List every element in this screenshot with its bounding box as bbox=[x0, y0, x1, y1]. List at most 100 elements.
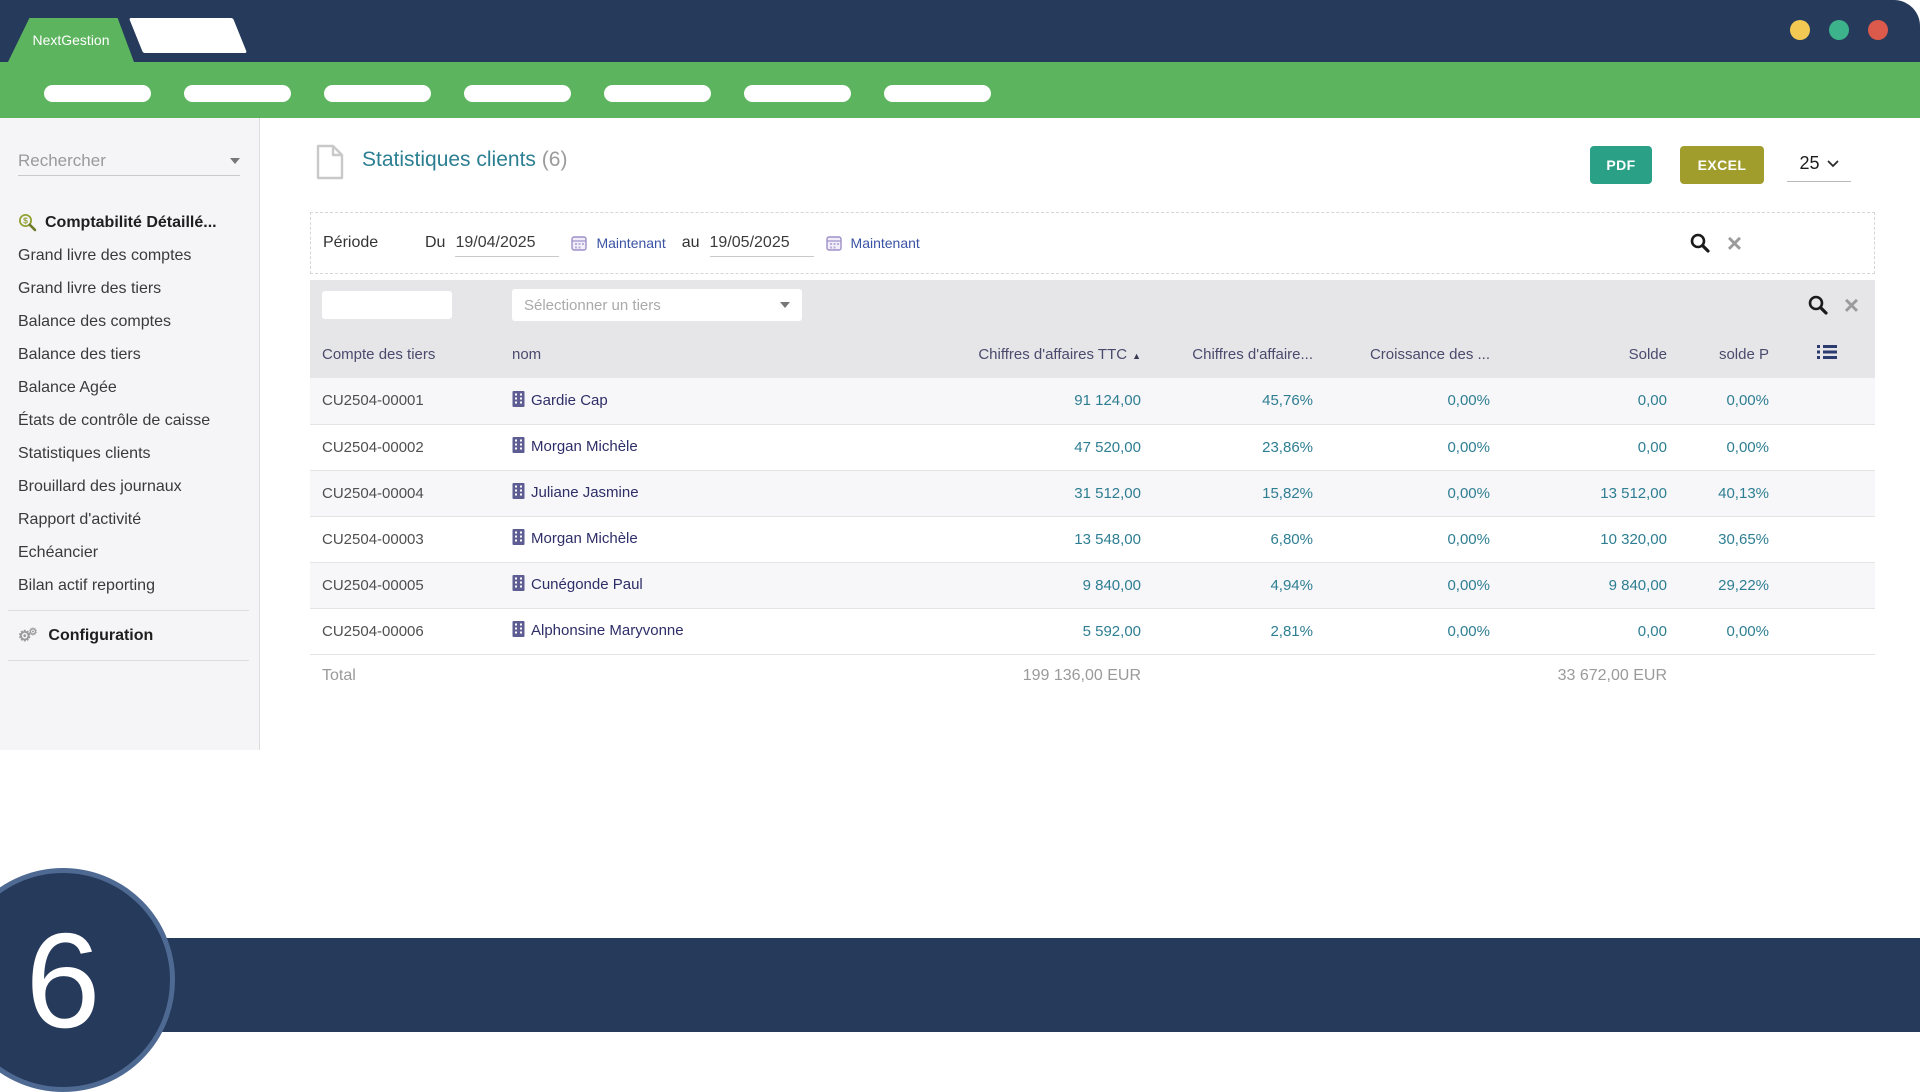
cell-nom[interactable]: Morgan Michèle bbox=[500, 424, 940, 471]
cell-actions bbox=[1778, 470, 1875, 517]
building-icon bbox=[512, 621, 525, 641]
sidebar-item-label: Echéancier bbox=[18, 543, 99, 561]
date-to-input[interactable] bbox=[709, 229, 814, 257]
sidebar-item-balance-des-comptes[interactable]: Balance des comptes bbox=[0, 305, 259, 338]
cell-solde-p: 40,13% bbox=[1676, 470, 1778, 517]
from-now-link[interactable]: Maintenant bbox=[596, 235, 666, 251]
total-ca-ttc: 199 136,00 EUR bbox=[1022, 667, 1141, 685]
cell-ca-pct: 6,80% bbox=[1150, 516, 1322, 563]
tiers-name-link[interactable]: Morgan Michèle bbox=[531, 438, 638, 455]
col-ca-pct[interactable]: Chiffres d'affaire... bbox=[1150, 330, 1322, 378]
cell-nom[interactable]: Alphonsine Maryvonne bbox=[500, 608, 940, 655]
date-from-input[interactable] bbox=[455, 229, 560, 257]
sidebar-search-select[interactable]: Rechercher bbox=[18, 146, 240, 176]
clear-filter-icon[interactable]: × bbox=[1843, 290, 1859, 320]
calendar-icon[interactable] bbox=[571, 235, 588, 251]
page-size-value: 25 bbox=[1799, 153, 1820, 173]
calendar-icon[interactable] bbox=[825, 235, 842, 251]
search-icon[interactable] bbox=[1807, 294, 1829, 316]
tiers-name-link[interactable]: Cunégonde Paul bbox=[531, 576, 643, 593]
cell-nom[interactable]: Morgan Michèle bbox=[500, 516, 940, 563]
sidebar-item-balance-des-tiers[interactable]: Balance des tiers bbox=[0, 338, 259, 371]
sidebar-item-grand-livre-des-tiers[interactable]: Grand livre des tiers bbox=[0, 272, 259, 305]
tiers-select-placeholder: Sélectionner un tiers bbox=[524, 296, 661, 314]
brand-label: NextGestion bbox=[32, 32, 110, 48]
sidebar-item-comptabilite-detaille[interactable]: $ Comptabilité Détaillé... bbox=[0, 206, 259, 239]
sidebar-item-echeancier[interactable]: Echéancier bbox=[0, 536, 259, 569]
building-icon bbox=[512, 483, 525, 503]
sidebar-divider bbox=[8, 660, 249, 661]
cell-ca-pct: 23,86% bbox=[1150, 424, 1322, 471]
cell-nom[interactable]: Gardie Cap bbox=[500, 378, 940, 425]
sidebar-item-statistiques-clients[interactable]: Statistiques clients bbox=[0, 437, 259, 470]
sidebar-item-configuration[interactable]: ⚙⚙ Configuration bbox=[0, 619, 259, 652]
table-row[interactable]: CU2504-00001 Gardie Cap 91 124,00 45,76% 0,0… bbox=[310, 378, 1875, 425]
sidebar-item-grand-livre-des-comptes[interactable]: Grand livre des comptes bbox=[0, 239, 259, 272]
nav-pill[interactable] bbox=[324, 85, 431, 102]
nav-pill[interactable] bbox=[744, 85, 851, 102]
sidebar-item-brouillard-des-journaux[interactable]: Brouillard des journaux bbox=[0, 470, 259, 503]
window-close-dot[interactable] bbox=[1868, 20, 1888, 40]
inactive-tab[interactable] bbox=[128, 18, 248, 53]
table-row[interactable]: CU2504-00006 Alphonsine Maryvonne 5 592,00… bbox=[310, 608, 1875, 655]
nav-pill[interactable] bbox=[884, 85, 991, 102]
search-dollar-icon: $ bbox=[18, 213, 37, 232]
tiers-name-link[interactable]: Alphonsine Maryvonne bbox=[531, 622, 684, 639]
page-size-select[interactable]: 25 bbox=[1787, 146, 1851, 182]
cell-compte-tiers: CU2504-00003 bbox=[310, 516, 500, 563]
col-ca-ttc[interactable]: Chiffres d'affaires TTC ▲ bbox=[940, 330, 1150, 378]
sidebar-item-bilan-actif-reporting[interactable]: Bilan actif reporting bbox=[0, 569, 259, 602]
nav-pill[interactable] bbox=[604, 85, 711, 102]
sidebar-item-etats-de-controle-de-caisse[interactable]: États de contrôle de caisse bbox=[0, 404, 259, 437]
pdf-export-button[interactable]: PDF bbox=[1590, 146, 1652, 184]
table-row[interactable]: CU2504-00005 Cunégonde Paul 9 840,00 4,94% 0… bbox=[310, 562, 1875, 609]
col-croissance[interactable]: Croissance des ... bbox=[1322, 330, 1499, 378]
sidebar: Rechercher $ Comptabilité Détaillé... Gran… bbox=[0, 118, 260, 750]
column-options-button[interactable] bbox=[1778, 330, 1875, 378]
svg-text:$: $ bbox=[23, 215, 28, 225]
sidebar-item-balance-agee[interactable]: Balance Agée bbox=[0, 371, 259, 404]
col-solde-p[interactable]: solde P bbox=[1676, 330, 1778, 378]
sidebar-item-label: Balance Agée bbox=[18, 378, 117, 396]
period-label: Période bbox=[323, 234, 379, 251]
window-minimize-dot[interactable] bbox=[1790, 20, 1810, 40]
cell-solde-p: 0,00% bbox=[1676, 378, 1778, 425]
excel-export-button[interactable]: EXCEL bbox=[1680, 146, 1764, 184]
account-filter-input[interactable] bbox=[322, 291, 452, 319]
page-title: Statistiques clients (6) bbox=[362, 148, 568, 171]
sidebar-item-label: Grand livre des comptes bbox=[18, 246, 192, 264]
nav-pill[interactable] bbox=[44, 85, 151, 102]
cell-ca-pct: 2,81% bbox=[1150, 608, 1322, 655]
tiers-name-link[interactable]: Gardie Cap bbox=[531, 391, 608, 409]
table-row[interactable]: CU2504-00003 Morgan Michèle 13 548,00 6,80%… bbox=[310, 516, 1875, 563]
col-solde[interactable]: Solde bbox=[1499, 330, 1676, 378]
page-number-badge: 6 bbox=[0, 868, 175, 1092]
brand-tab[interactable]: NextGestion bbox=[8, 18, 134, 62]
chevron-down-icon bbox=[230, 157, 240, 164]
cell-ca-ttc: 91 124,00 bbox=[940, 378, 1150, 425]
table-row[interactable]: CU2504-00002 Morgan Michèle 47 520,00 23,86… bbox=[310, 424, 1875, 471]
col-compte-tiers[interactable]: Compte des tiers bbox=[310, 330, 500, 378]
cell-compte-tiers: CU2504-00004 bbox=[310, 470, 500, 517]
sidebar-item-label: Brouillard des journaux bbox=[18, 477, 182, 495]
cell-nom[interactable]: Cunégonde Paul bbox=[500, 562, 940, 609]
clear-filter-icon[interactable]: × bbox=[1726, 228, 1742, 258]
nav-pill[interactable] bbox=[184, 85, 291, 102]
sidebar-item-label: Comptabilité Détaillé... bbox=[45, 213, 217, 231]
tiers-name-link[interactable]: Morgan Michèle bbox=[531, 530, 638, 547]
table-row[interactable]: CU2504-00004 Juliane Jasmine 31 512,00 15,8… bbox=[310, 470, 1875, 517]
cell-solde: 10 320,00 bbox=[1499, 516, 1676, 563]
tiers-select[interactable]: Sélectionner un tiers bbox=[512, 289, 802, 321]
sidebar-item-rapport-d-activite[interactable]: Rapport d'activité bbox=[0, 503, 259, 536]
cell-ca-ttc: 31 512,00 bbox=[940, 470, 1150, 517]
total-label: Total bbox=[322, 667, 356, 685]
cell-nom[interactable]: Juliane Jasmine bbox=[500, 470, 940, 517]
nav-menu bbox=[44, 85, 991, 102]
window-maximize-dot[interactable] bbox=[1829, 20, 1849, 40]
chevron-down-icon bbox=[1827, 160, 1838, 167]
col-nom[interactable]: nom bbox=[500, 330, 940, 378]
to-now-link[interactable]: Maintenant bbox=[850, 235, 920, 251]
tiers-name-link[interactable]: Juliane Jasmine bbox=[531, 484, 639, 501]
nav-pill[interactable] bbox=[464, 85, 571, 102]
search-icon[interactable] bbox=[1689, 232, 1711, 254]
